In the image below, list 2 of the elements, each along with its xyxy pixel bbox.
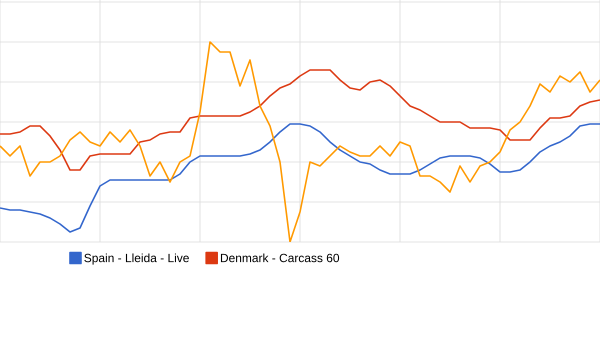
legend-label: Spain - Lleida - Live <box>84 253 189 265</box>
legend-label: Denmark - Carcass 60 <box>220 253 340 262</box>
